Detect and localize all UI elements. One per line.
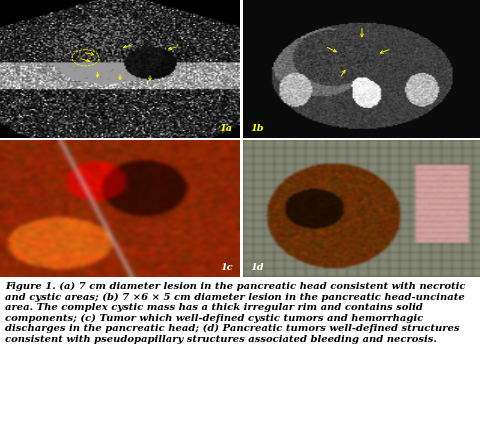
Text: 1d: 1d [250, 263, 263, 272]
Text: 1b: 1b [250, 124, 263, 133]
Text: 1c: 1c [220, 263, 232, 272]
Text: Figure 1. (a) 7 cm diameter lesion in the pancreatic head consistent with necrot: Figure 1. (a) 7 cm diameter lesion in th… [5, 282, 464, 344]
Text: 1a: 1a [219, 124, 232, 133]
